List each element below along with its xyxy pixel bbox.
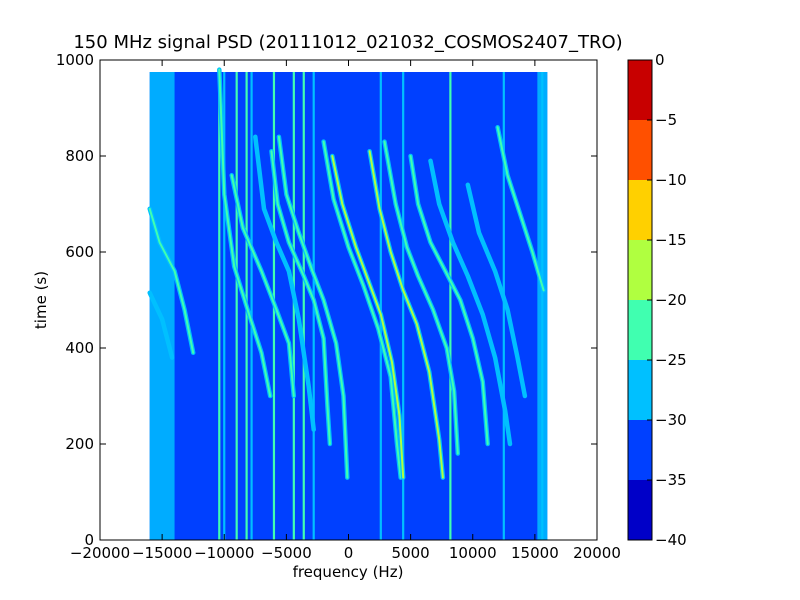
- doppler-track-core: [148, 207, 195, 354]
- x-tick-label: 0: [344, 544, 354, 562]
- heatmap-layer: [147, 67, 548, 540]
- x-tick-label: 20000: [573, 544, 621, 562]
- doppler-track-10: [382, 139, 461, 456]
- doppler-track-7: [321, 139, 403, 480]
- doppler-track-1: [147, 290, 175, 360]
- y-tick-label: 600: [65, 243, 94, 261]
- doppler-track-8: [330, 153, 406, 480]
- doppler-track-core: [383, 140, 459, 455]
- colorbar-tick-label: −40: [655, 531, 687, 549]
- colorbar-tick-label: −10: [655, 171, 687, 189]
- x-axis-label: frequency (Hz): [293, 563, 404, 581]
- colorbar-level-3: [628, 300, 652, 360]
- doppler-track-14: [465, 182, 528, 399]
- x-tick-label: 5000: [392, 544, 430, 562]
- colorbar-tick-label: −35: [655, 471, 687, 489]
- colorbar-level-7: [628, 60, 652, 120]
- doppler-track-core: [277, 135, 349, 479]
- colorbar-tick-label: −5: [655, 111, 677, 129]
- doppler-track-core: [429, 159, 511, 445]
- doppler-track-core: [368, 150, 444, 479]
- colorbar-level-6: [628, 120, 652, 180]
- doppler-track-core: [331, 155, 405, 479]
- colorbar: 0 −5 −10 −15 −20 −25 −30 −35 −40: [627, 51, 687, 549]
- doppler-track-2: [217, 67, 273, 399]
- doppler-track-5: [269, 148, 333, 447]
- heatmap-plot: −20000 −15000 −10000 −5000 0 5000 10000 15000 20…: [56, 51, 621, 562]
- y-tick-label: 400: [65, 339, 94, 357]
- x-tick-label: 10000: [449, 544, 497, 562]
- colorbar-level-5: [628, 180, 652, 240]
- colorbar-level-1: [628, 420, 652, 480]
- colorbar-tick-label: −30: [655, 411, 687, 429]
- y-tick-label: 1000: [56, 51, 94, 69]
- doppler-track-6: [276, 134, 350, 480]
- colorbar-tick-label: −25: [655, 351, 687, 369]
- y-tick-label: 0: [84, 531, 94, 549]
- doppler-track-core: [254, 135, 315, 431]
- chart-title: 150 MHz signal PSD (20111012_021032_COSM…: [73, 32, 622, 53]
- colorbar-tick-label: −20: [655, 291, 687, 309]
- doppler-track-4: [229, 172, 297, 399]
- x-tick-label: −5000: [261, 544, 312, 562]
- doppler-track-12: [428, 158, 513, 447]
- y-tick-label: 800: [65, 147, 94, 165]
- x-tick-label: 15000: [511, 544, 559, 562]
- doppler-track-3: [253, 134, 316, 432]
- colorbar-ticks: 0 −5 −10 −15 −20 −25 −30 −35 −40: [647, 51, 687, 549]
- x-tick-label: −10000: [194, 544, 254, 562]
- doppler-track-core: [466, 183, 526, 397]
- x-axis: −20000 −15000 −10000 −5000 0 5000 10000 15000 20…: [70, 60, 621, 562]
- doppler-track-core: [409, 155, 489, 445]
- y-axis-label: time (s): [32, 271, 50, 329]
- doppler-track-13: [495, 124, 546, 293]
- doppler-track-core: [230, 174, 295, 397]
- colorbar-tick-label: −15: [655, 231, 687, 249]
- doppler-track-core: [148, 291, 174, 359]
- doppler-track-core: [322, 140, 402, 479]
- doppler-track-9: [367, 148, 446, 480]
- x-tick-label: −15000: [132, 544, 192, 562]
- x-tick-label: −20000: [70, 544, 130, 562]
- colorbar-level-2: [628, 360, 652, 420]
- y-tick-label: 200: [65, 435, 94, 453]
- doppler-track-11: [408, 153, 490, 447]
- colorbar-level-0: [628, 480, 652, 540]
- doppler-track-0: [147, 206, 196, 356]
- y-axis: 0 200 400 600 800 1000: [56, 51, 597, 549]
- colorbar-level-4: [628, 240, 652, 300]
- colorbar-levels: [628, 60, 652, 540]
- colorbar-tick-label: 0: [655, 51, 665, 69]
- doppler-track-core: [496, 126, 545, 292]
- doppler-track-core: [270, 150, 331, 445]
- doppler-track-core: [218, 68, 272, 397]
